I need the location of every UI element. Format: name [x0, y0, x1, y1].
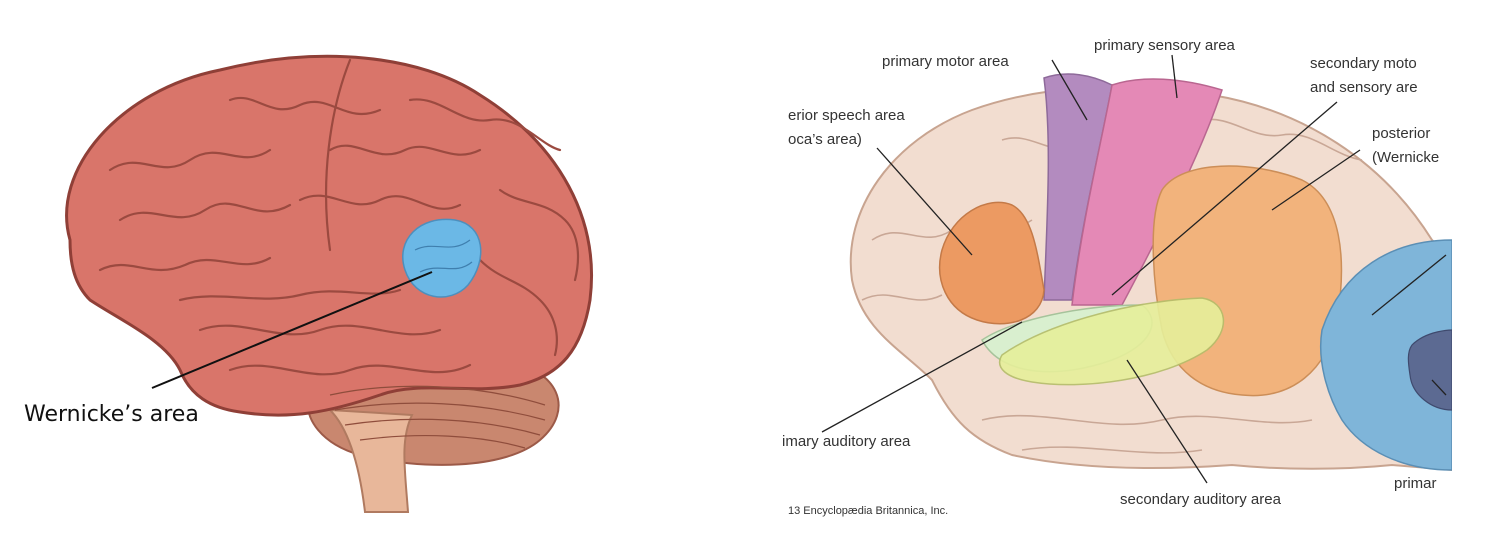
label-anterior-speech-1: erior speech area: [788, 107, 905, 124]
region-broca: [938, 201, 1045, 325]
region-secondary-auditory: [999, 297, 1224, 386]
label-posterior-1: posterior: [1372, 125, 1430, 142]
wernicke-folds: [414, 239, 473, 273]
wernicke-area-highlight: [402, 218, 482, 298]
label-primary-auditory: imary auditory area: [782, 433, 911, 450]
label-primary-motor: primary motor area: [882, 53, 1009, 70]
leader-lines: [821, 54, 1447, 484]
right-brain-diagram: primary motor area primary sensory area …: [782, 0, 1452, 546]
label-primary-sensory: primary sensory area: [1094, 37, 1236, 54]
wernicke-leader-line: [151, 271, 433, 389]
region-visual: [1319, 239, 1452, 471]
left-brain-illustration: Wernicke’s area: [24, 54, 593, 513]
cerebellum-lines: [329, 385, 546, 449]
wernicke-label: Wernicke’s area: [24, 402, 199, 427]
brainstem: [327, 408, 414, 513]
label-secondary-auditory: secondary auditory area: [1120, 491, 1282, 508]
label-secondary-motor-2: and sensory are: [1310, 79, 1418, 96]
right-brain-svg: primary motor area primary sensory area …: [782, 37, 1452, 517]
label-anterior-speech-2: oca’s area): [788, 131, 862, 148]
copyright-notice: 13 Encyclopædia Britannica, Inc.: [788, 505, 948, 517]
brain-folds: [98, 58, 580, 376]
label-primary-visual: primar: [1394, 475, 1437, 492]
label-secondary-motor-1: secondary moto: [1310, 55, 1417, 72]
left-brain-svg: Wernicke’s area: [24, 54, 593, 513]
label-posterior-2: (Wernicke: [1372, 149, 1439, 166]
